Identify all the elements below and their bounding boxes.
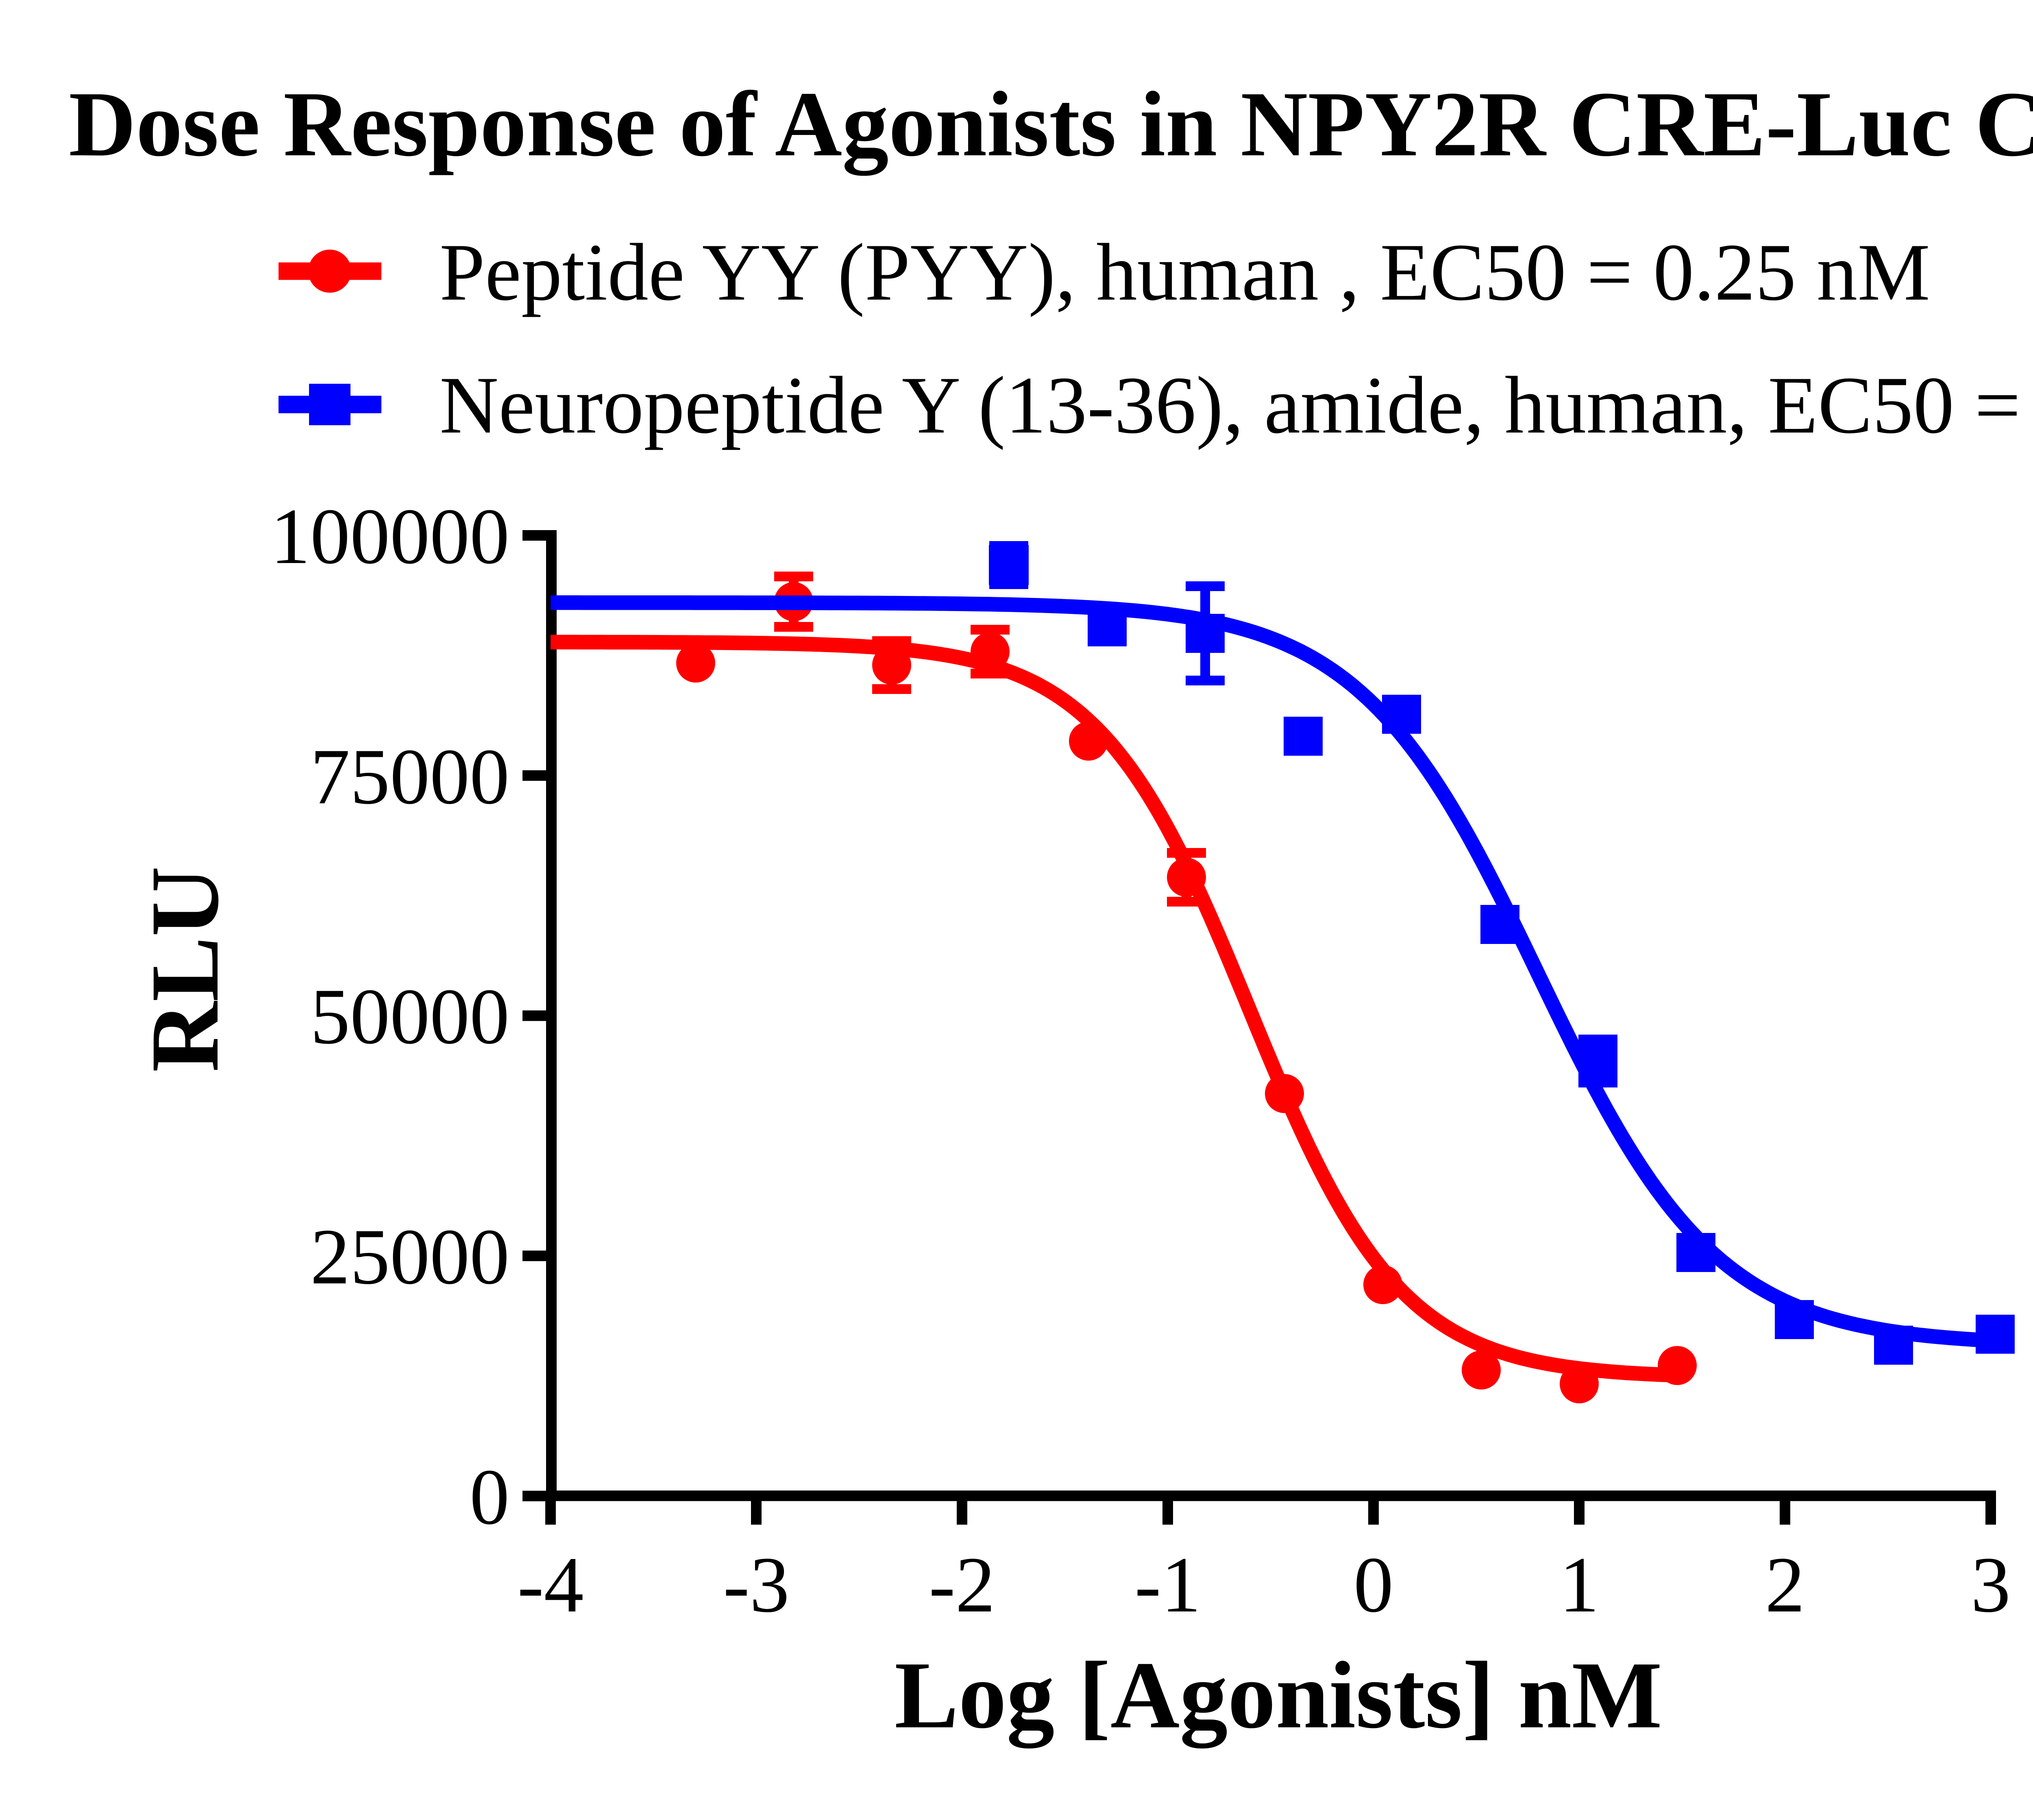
svg-text:25000: 25000 [310, 1213, 509, 1301]
svg-text:-4: -4 [517, 1541, 583, 1629]
svg-text:-3: -3 [723, 1541, 789, 1629]
svg-text:3: 3 [1971, 1541, 2011, 1629]
svg-text:50000: 50000 [310, 972, 509, 1061]
svg-text:2: 2 [1765, 1541, 1805, 1629]
svg-text:Log [Agonists] nM: Log [Agonists] nM [895, 1642, 1662, 1748]
svg-text:1: 1 [1559, 1541, 1599, 1629]
svg-text:-1: -1 [1134, 1541, 1201, 1629]
svg-text:100000: 100000 [270, 492, 509, 581]
svg-text:0: 0 [470, 1453, 509, 1541]
svg-text:-2: -2 [929, 1541, 995, 1629]
svg-text:Peptide YY (PYY), human , EC50: Peptide YY (PYY), human , EC50 = 0.25 nM [440, 227, 1930, 317]
svg-text:RLU: RLU [131, 866, 239, 1072]
svg-text:0: 0 [1354, 1541, 1393, 1629]
svg-text:Dose Response of Agonists in N: Dose Response of Agonists in NPY2R CRE-L… [69, 72, 2033, 176]
svg-text:Neuropeptide Y (13-36), amide,: Neuropeptide Y (13-36), amide, human, EC… [440, 360, 2033, 450]
svg-text:75000: 75000 [310, 733, 509, 821]
